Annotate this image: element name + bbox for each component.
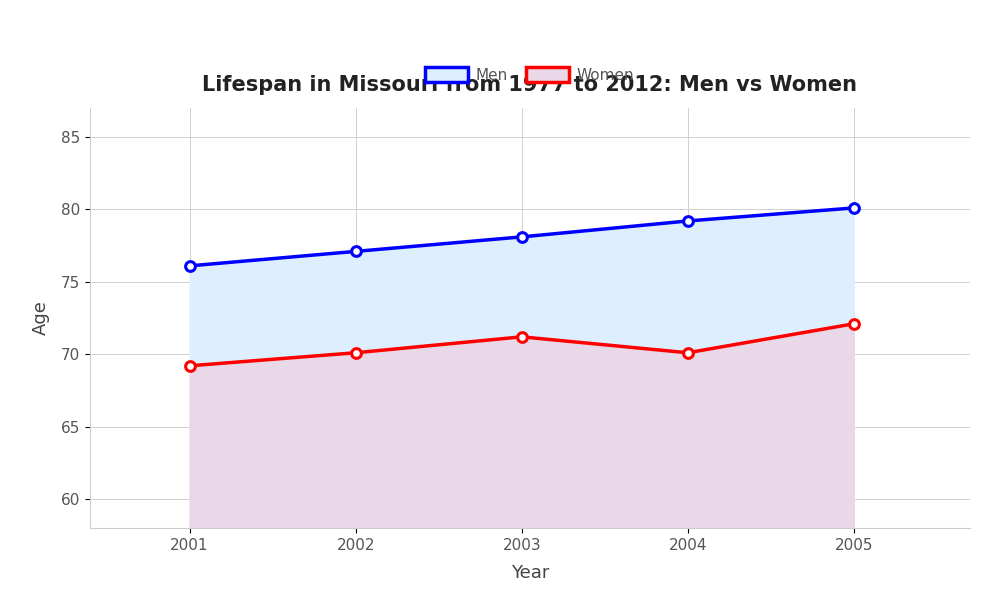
Title: Lifespan in Missouri from 1977 to 2012: Men vs Women: Lifespan in Missouri from 1977 to 2012: … [202,76,858,95]
Legend: Men, Women: Men, Women [419,61,641,89]
Y-axis label: Age: Age [32,301,50,335]
X-axis label: Year: Year [511,564,549,582]
